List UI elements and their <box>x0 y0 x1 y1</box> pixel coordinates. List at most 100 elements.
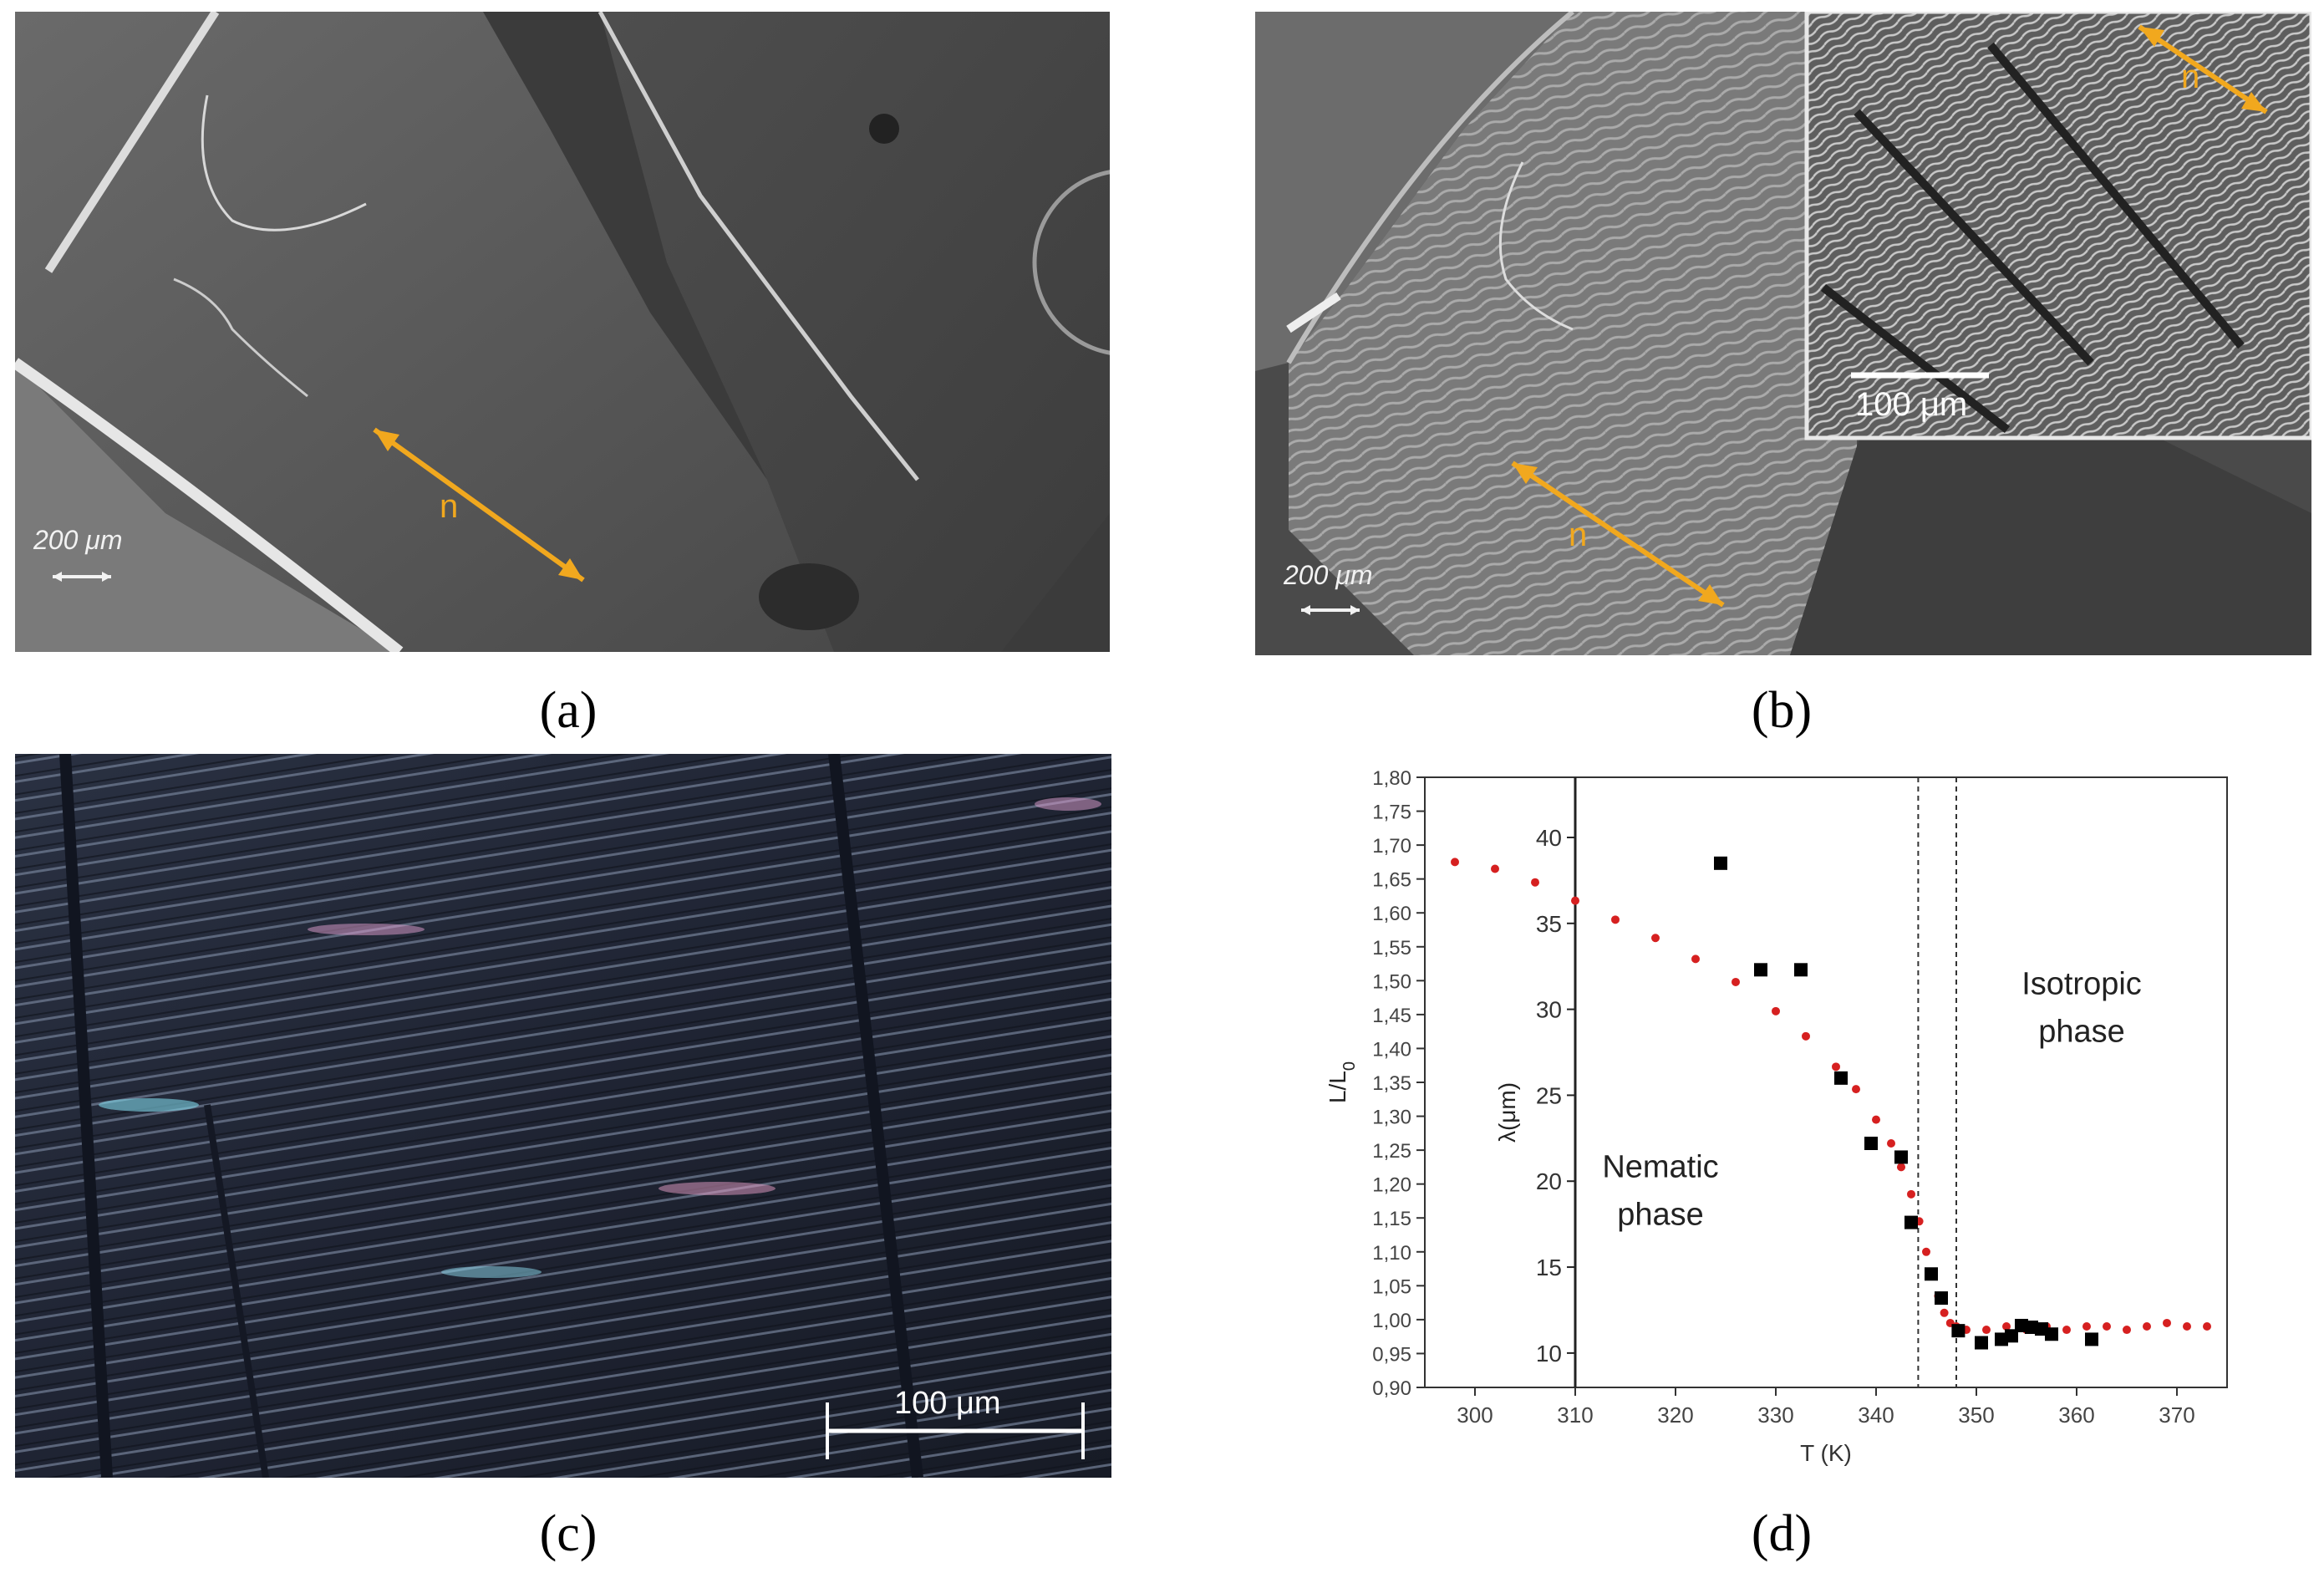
wavelength-data-point <box>1935 1291 1948 1306</box>
strain-data-point <box>1772 1006 1780 1015</box>
caption-a: (a) <box>539 682 598 739</box>
x-tick-label: 320 <box>1657 1402 1693 1428</box>
strain-data-point <box>1802 1031 1810 1041</box>
wavelength-data-point <box>1904 1215 1918 1229</box>
wavelength-data-point <box>1864 1137 1878 1150</box>
wavelength-data-point <box>1894 1150 1908 1164</box>
strain-data-point <box>1571 896 1579 905</box>
chart-d: 300 310 320 330 340 350 360 370 0,90 0,95 1,00 1,0… <box>1325 767 2228 1466</box>
caption-d: (d) <box>1751 1505 1813 1562</box>
y-left-tick-label: 1,45 <box>1372 1005 1411 1027</box>
strain-data-point <box>2082 1322 2091 1331</box>
x-tick-label: 350 <box>1958 1402 1994 1428</box>
strain-data-point <box>2163 1318 2171 1327</box>
strain-data-point <box>1491 864 1499 873</box>
strain-data-point <box>1907 1189 1915 1199</box>
scale-label-b: 200 μm <box>1284 560 1373 590</box>
strain-data-point <box>2103 1322 2111 1331</box>
wavelength-data-point <box>1925 1267 1938 1281</box>
y-right-axis-label: λ(μm) <box>1494 1082 1520 1143</box>
y-right-tick-label: 10 <box>1536 1341 1562 1367</box>
y-left-tick-label: 1,30 <box>1372 1107 1411 1129</box>
y-left-tick-label: 1,10 <box>1372 1242 1411 1265</box>
strain-data-point <box>1732 977 1740 986</box>
x-tick-label: 360 <box>2058 1402 2094 1428</box>
y-left-tick-label: 1,35 <box>1372 1072 1411 1095</box>
strain-data-point <box>1852 1085 1860 1094</box>
strain-data-point <box>1451 858 1459 867</box>
y-left-tick-label: 1,65 <box>1372 869 1411 892</box>
wavelength-data-point <box>1834 1071 1848 1085</box>
wavelength-data-point <box>1951 1324 1965 1338</box>
y-left-tick-label: 1,20 <box>1372 1174 1411 1197</box>
strain-data-point <box>2183 1322 2191 1331</box>
y-right-tick-label: 25 <box>1536 1082 1562 1108</box>
director-label-b: n <box>1569 517 1588 553</box>
y-left-tick-label: 1,25 <box>1372 1140 1411 1163</box>
strain-data-point <box>2002 1322 2011 1331</box>
sem-image-a: n 200 μm <box>15 12 1110 652</box>
caption-c: (c) <box>539 1505 598 1562</box>
phase-annotation: Isotropic <box>2021 967 2142 1002</box>
y-left-tick-label: 1,15 <box>1372 1208 1411 1230</box>
strain-data-point <box>1872 1115 1880 1124</box>
wavelength-data-point <box>2005 1329 2018 1343</box>
wavelength-data-point <box>2085 1332 2098 1346</box>
y-left-axis-ticks: 0,90 0,95 1,00 1,05 1,10 1,15 1,20 1,25 1,30 1,35… <box>1372 767 1425 1400</box>
y-left-tick-label: 1,80 <box>1372 767 1411 790</box>
optical-image-c: 100 μm <box>15 754 1111 1478</box>
y-left-tick-label: 1,55 <box>1372 937 1411 959</box>
x-tick-label: 300 <box>1457 1402 1493 1428</box>
wavelength-data-point <box>1975 1336 1988 1350</box>
strain-data-point <box>2143 1322 2151 1331</box>
strain-data-point <box>1922 1247 1930 1256</box>
dashed-transition-lines <box>1917 777 1957 1387</box>
y-right-tick-label: 15 <box>1536 1255 1562 1280</box>
y-right-tick-label: 30 <box>1536 997 1562 1023</box>
y-left-tick-label: 0,95 <box>1372 1343 1411 1366</box>
strain-data-point <box>1531 878 1539 887</box>
strain-data-point <box>2203 1322 2211 1331</box>
y-left-tick-label: 1,70 <box>1372 835 1411 858</box>
y-right-tick-label: 20 <box>1536 1168 1562 1194</box>
x-tick-label: 340 <box>1858 1402 1894 1428</box>
y-right-tick-label: 40 <box>1536 825 1562 851</box>
y-left-tick-label: 1,75 <box>1372 802 1411 824</box>
y-left-tick-label: 1,00 <box>1372 1310 1411 1332</box>
chart-series <box>1451 856 2211 1350</box>
y-left-tick-label: 1,60 <box>1372 903 1411 925</box>
strain-data-point <box>1940 1308 1949 1317</box>
wavelength-data-point <box>1794 963 1808 977</box>
strain-data-point <box>1897 1163 1905 1172</box>
x-tick-label: 330 <box>1757 1402 1793 1428</box>
strain-data-point <box>1982 1326 1991 1335</box>
inset-director-label-b: n <box>2181 59 2200 95</box>
scale-label-c: 100 μm <box>894 1386 1001 1421</box>
y-right-tick-label: 35 <box>1536 911 1562 937</box>
x-tick-label: 310 <box>1557 1402 1593 1428</box>
chart-annotations: Nematic phase Isotropic phase <box>1602 967 2142 1233</box>
phase-annotation: phase <box>1617 1197 1704 1232</box>
x-tick-label: 370 <box>2159 1402 2194 1428</box>
y-left-axis-label: L/L0 <box>1325 1061 1359 1103</box>
y-left-tick-label: 1,40 <box>1372 1038 1411 1061</box>
inset-scale-label-b: 100 μm <box>1855 386 1968 423</box>
strain-data-point <box>1691 954 1700 964</box>
sem-image-b: n 100 μm n 200 μm <box>1255 12 2311 655</box>
wavelength-data-point <box>1714 856 1727 870</box>
y-left-tick-label: 0,90 <box>1372 1377 1411 1400</box>
wavelength-data-point <box>1754 963 1767 977</box>
strain-data-point <box>1651 934 1660 943</box>
strain-data-point <box>2123 1326 2131 1335</box>
strain-data-point <box>1832 1062 1840 1071</box>
caption-b: (b) <box>1751 682 1813 739</box>
phase-annotation: Nematic <box>1602 1150 1718 1185</box>
strain-data-point <box>2062 1326 2071 1335</box>
strain-data-point <box>1887 1139 1895 1148</box>
x-axis-ticks: 300 310 320 330 340 350 360 370 <box>1457 1387 2195 1428</box>
director-label-a: n <box>440 488 459 525</box>
y-left-tick-label: 1,50 <box>1372 970 1411 993</box>
wavelength-data-point <box>2045 1327 2058 1341</box>
scale-label-a: 200 μm <box>33 525 123 555</box>
y-left-tick-label: 1,05 <box>1372 1275 1411 1298</box>
